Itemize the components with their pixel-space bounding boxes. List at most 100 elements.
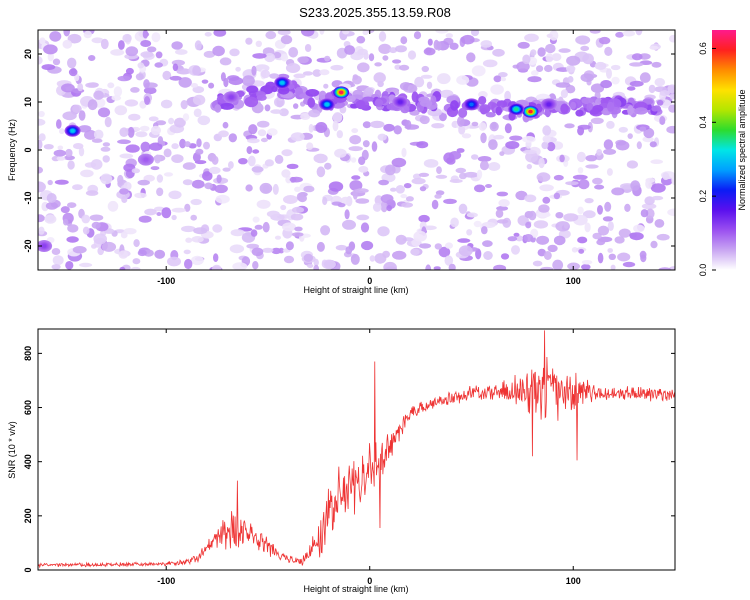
- spectrogram-noise-cell: [246, 146, 253, 155]
- spectrogram-noise-cell: [606, 68, 612, 79]
- spectrogram-noise-cell: [119, 188, 129, 195]
- spectrogram-noise-cell: [52, 58, 61, 66]
- spectrogram-noise-cell: [368, 53, 375, 62]
- spectrogram-noise-cell: [455, 167, 467, 174]
- spectrogram-noise-cell: [73, 143, 84, 150]
- spectrogram-noise-cell: [471, 154, 479, 160]
- spectrogram-noise-cell: [362, 140, 370, 148]
- spectrogram-noise-cell: [90, 159, 103, 170]
- spectrogram-peak: [280, 81, 285, 85]
- spectrogram-noise-cell: [551, 53, 562, 62]
- spectrogram-noise-cell: [485, 184, 492, 188]
- spectrogram-noise-cell: [319, 30, 325, 35]
- spectrogram-noise-cell: [167, 256, 181, 267]
- spectrogram-noise-cell: [332, 112, 343, 123]
- spectrogram-noise-cell: [38, 166, 43, 174]
- spectrogram-noise-cell: [610, 64, 621, 71]
- spectrogram-noise-cell: [611, 76, 620, 85]
- spectrogram-noise-cell: [337, 203, 346, 208]
- spectrogram-noise-cell: [117, 75, 131, 82]
- spectrogram-noise-cell: [252, 261, 259, 270]
- spectrogram-noise-cell: [201, 79, 209, 84]
- colorbar-label: Normalized spectral amplitude: [737, 89, 747, 210]
- spectrogram-noise-cell: [72, 184, 83, 191]
- spectrogram-noise-cell: [278, 247, 285, 254]
- spectrogram-noise-cell: [553, 174, 564, 181]
- spectrogram-noise-cell: [290, 213, 304, 221]
- spectrogram-noise-cell: [399, 64, 410, 71]
- spectrogram-noise-cell: [303, 185, 315, 193]
- spectrogram-noise-cell: [172, 63, 179, 72]
- spectrogram-noise-cell: [610, 264, 616, 270]
- spectrogram-noise-cell: [461, 133, 472, 139]
- spectrogram-noise-cell: [378, 43, 392, 55]
- snr-x-ticks: -100 0 100: [157, 329, 581, 586]
- spectrogram-noise-cell: [419, 115, 430, 125]
- spectrogram-noise-cell: [564, 123, 575, 129]
- spectrogram-noise-cell: [466, 52, 476, 63]
- snr-series-line: [38, 330, 675, 569]
- spectrogram-noise-cell: [280, 204, 287, 211]
- spectrogram-noise-cell: [197, 115, 211, 126]
- spectrogram-noise-cell: [68, 68, 78, 77]
- spectrogram-noise-cell: [615, 140, 630, 151]
- spectrogram-noise-cell: [212, 45, 225, 57]
- spectrogram-noise-cell: [358, 166, 369, 173]
- spectrogram-noise-cell: [522, 54, 531, 65]
- spectrogram-noise-cell: [537, 47, 546, 57]
- spectrogram-noise-cell: [511, 245, 520, 255]
- spectrogram-noise-cell: [78, 125, 92, 133]
- spectrogram-noise-cell: [65, 148, 73, 158]
- spectrogram-noise-cell: [571, 247, 578, 253]
- spectrogram-noise-cell: [480, 132, 487, 144]
- spectrogram-noise-cell: [161, 207, 172, 219]
- spectrogram-noise-cell: [127, 126, 135, 138]
- spectrogram-noise-cell: [324, 162, 332, 170]
- spectrogram-noise-cell: [251, 247, 264, 257]
- spectrogram-noise-cell: [650, 159, 663, 164]
- spectrogram-noise-cell: [536, 235, 550, 245]
- spectrogram-y-tick-label: 0: [23, 147, 33, 152]
- spectrogram-noise-cell: [445, 33, 453, 39]
- snr-y-ticks: 0 200 400 600 800: [23, 346, 675, 573]
- spectrogram-noise-cell: [269, 73, 280, 79]
- spectrogram-noise-cell: [349, 135, 362, 145]
- spectrogram-noise-cell: [181, 225, 196, 233]
- spectrogram-noise-cell: [542, 196, 551, 204]
- spectrogram-noise-cell: [245, 184, 253, 192]
- spectrogram-noise-cell: [585, 155, 598, 162]
- spectrogram-y-tick-label: 10: [23, 97, 33, 107]
- snr-y-tick-label: 800: [23, 346, 33, 361]
- spectrogram-noise-cell: [257, 129, 267, 137]
- spectrogram-noise-cell: [91, 244, 97, 249]
- spectrogram-noise-cell: [49, 31, 62, 42]
- spectrogram-noise-cell: [123, 228, 137, 235]
- spectrogram-noise-cell: [560, 89, 569, 98]
- spectrogram-noise-cell: [539, 184, 554, 192]
- spectrogram-noise-cell: [229, 48, 240, 57]
- spectrogram-noise-cell: [255, 40, 262, 47]
- spectrogram-noise-cell: [351, 175, 361, 180]
- spectrogram-noise-cell: [530, 228, 539, 238]
- spectrogram-noise-cell: [178, 77, 192, 88]
- spectrogram-ridge-cell: [450, 100, 459, 111]
- spectrogram-noise-cell: [294, 186, 301, 192]
- spectrogram-ridge-cell: [374, 98, 384, 107]
- spectrogram-noise-cell: [448, 151, 462, 160]
- spectrogram-noise-cell: [119, 127, 129, 137]
- spectrogram-ridge-cell: [575, 109, 584, 117]
- spectrogram-noise-cell: [542, 125, 552, 136]
- spectrogram-noise-cell: [555, 82, 571, 88]
- spectrogram-ridge-cell: [411, 91, 419, 103]
- spectrogram-noise-cell: [214, 184, 228, 194]
- spectrogram-noise-cell: [140, 51, 154, 58]
- spectrogram-noise-cell: [216, 174, 222, 184]
- spectrogram-noise-cell: [603, 139, 614, 150]
- spectrogram-noise-cell: [523, 234, 534, 242]
- spectrogram-noise-cell: [44, 214, 57, 224]
- snr-y-label: SNR (10 * v/v): [7, 421, 17, 479]
- spectrogram-noise-cell: [639, 250, 647, 259]
- spectrogram-noise-cell: [592, 232, 602, 240]
- spectrogram-noise-cell: [100, 38, 109, 50]
- spectrogram-noise-cell: [155, 51, 163, 59]
